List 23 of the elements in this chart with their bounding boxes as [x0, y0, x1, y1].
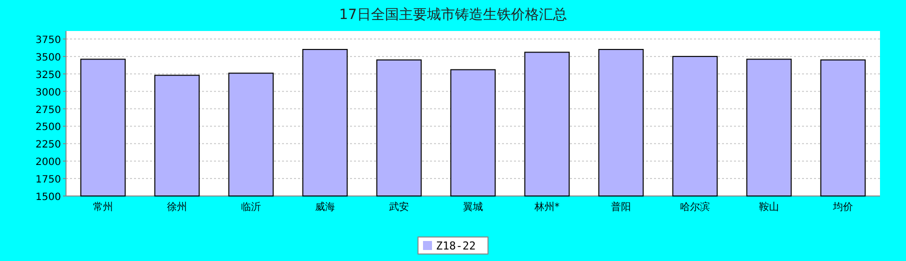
y-tick-label: 1500 [36, 192, 61, 203]
y-tick-label: 1750 [36, 174, 61, 186]
y-tick-label: 2000 [36, 157, 61, 168]
y-tick-label: 2750 [36, 104, 61, 116]
x-tick-label: 翼城 [463, 201, 483, 213]
x-tick-label: 威海 [315, 201, 335, 213]
y-tick-label: 2500 [36, 122, 61, 134]
x-tick-label: 常州 [93, 201, 113, 213]
x-tick-label: 哈尔滨 [680, 201, 710, 213]
x-tick-label: 鞍山 [759, 201, 779, 213]
y-tick-label: 2250 [36, 140, 61, 151]
y-tick-label: 3250 [36, 70, 61, 81]
x-tick-label: 均价 [832, 201, 853, 213]
text: Z18-22 [436, 240, 476, 252]
chart-title: 17日全国主要城市铸造生铁价格汇总 [339, 7, 567, 23]
y-tick-label: 3750 [36, 35, 61, 46]
x-tick-label: 临沂 [241, 201, 261, 213]
y-tick-label: 3000 [36, 87, 61, 98]
y-tick-label: 3500 [36, 52, 61, 64]
x-tick-label: 徐州 [167, 201, 187, 213]
x-tick-label: 林州* [534, 201, 560, 213]
x-tick-label: 普阳 [611, 201, 631, 213]
x-tick-label: 武安 [389, 201, 409, 213]
